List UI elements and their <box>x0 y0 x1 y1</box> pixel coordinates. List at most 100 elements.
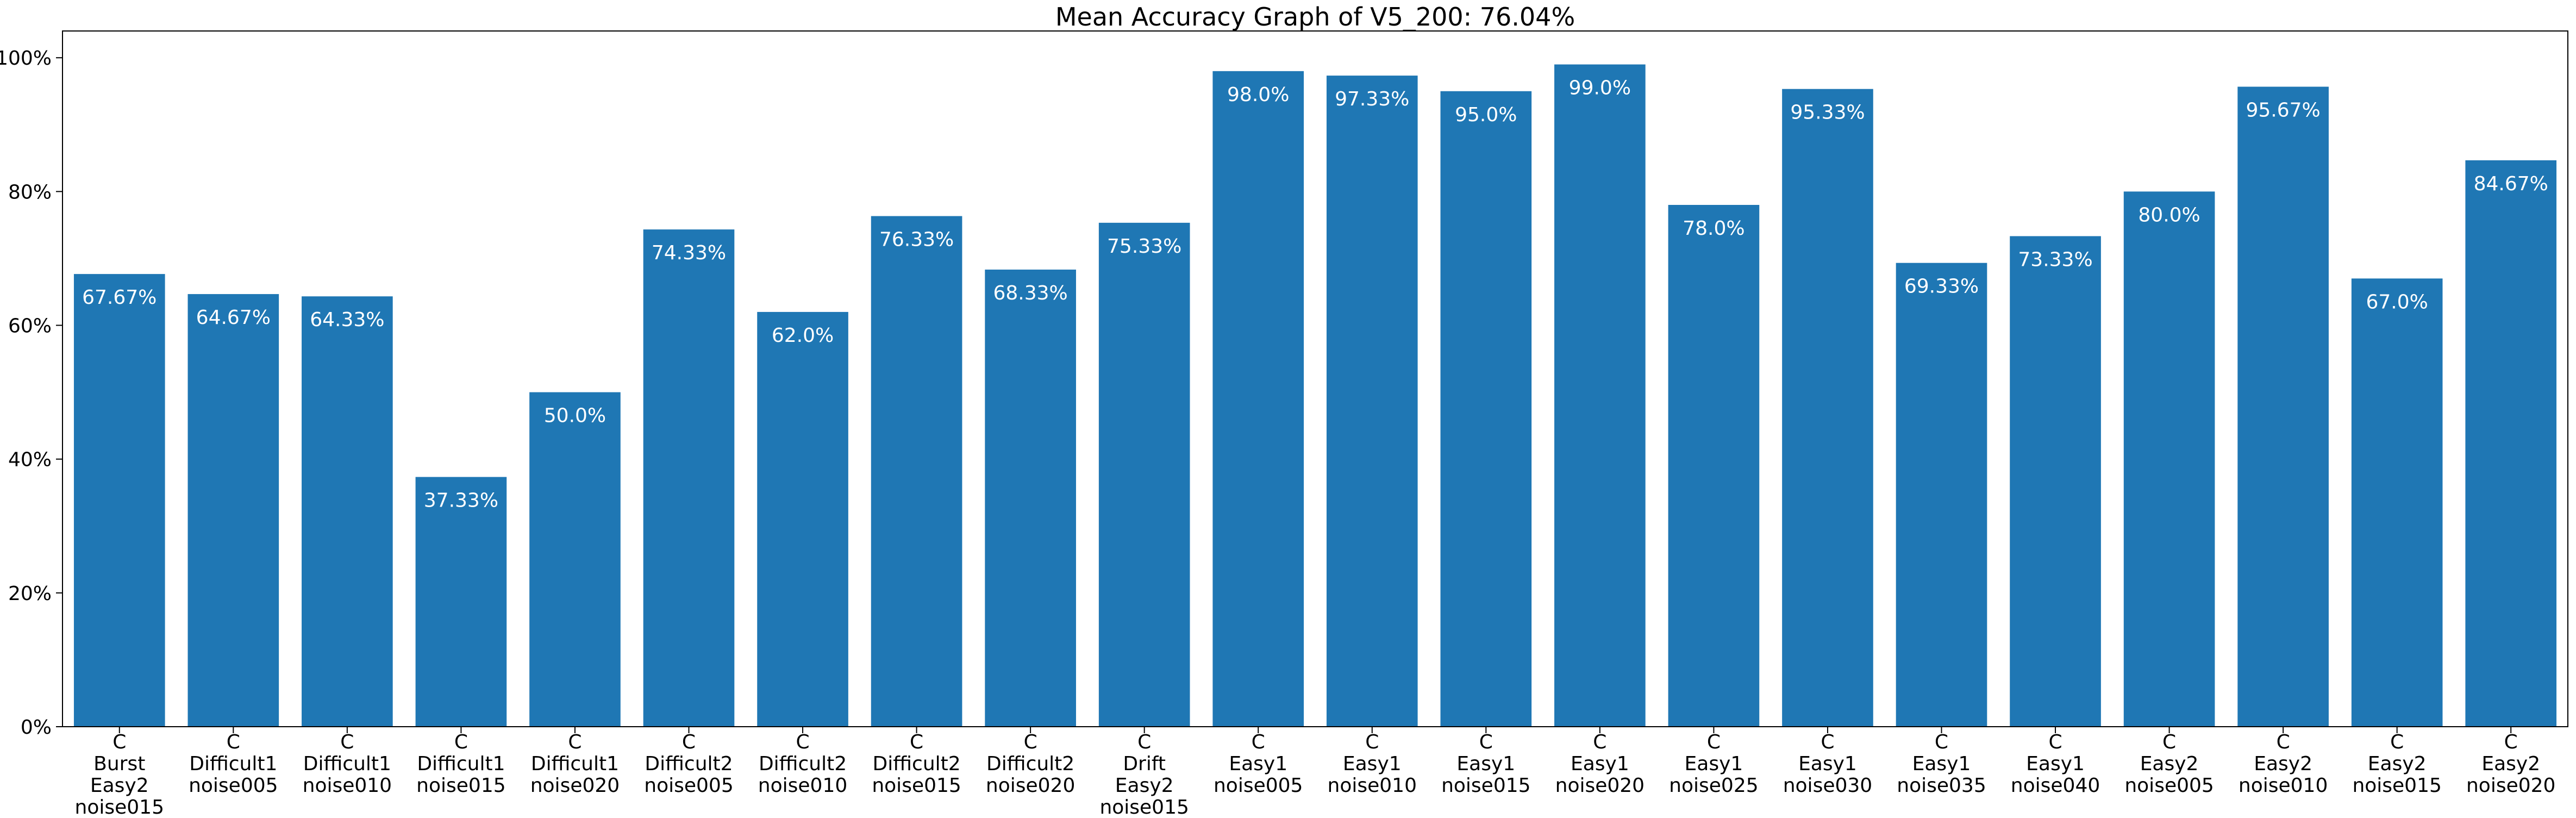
x-tick-label: C Easy1 noise040 <box>2011 731 2100 797</box>
x-tick-label-line: Easy1 <box>1456 753 1515 775</box>
y-tick-label: 40% <box>8 449 52 471</box>
x-tick-label-line: noise005 <box>644 775 733 797</box>
x-tick-label-line: Difficult1 <box>189 753 277 775</box>
bar-value-label: 95.33% <box>1790 102 1865 124</box>
x-tick-label-line: C <box>2390 731 2404 753</box>
x-tick-label: C Burst Easy2 noise015 <box>75 731 164 815</box>
bar-value-label: 84.67% <box>2474 173 2548 195</box>
x-tick-label-line: Easy1 <box>1343 753 1402 775</box>
bar <box>187 294 279 727</box>
x-tick-label-line: noise015 <box>75 796 164 815</box>
x-tick-label: C Easy1 noise010 <box>1328 731 1417 797</box>
x-tick-label-line: noise005 <box>189 775 278 797</box>
x-tick-label: C Difficult2 noise015 <box>872 731 961 797</box>
bar-value-label: 67.67% <box>82 286 157 309</box>
bar <box>1440 91 1532 727</box>
bars-group <box>73 64 2557 727</box>
x-tick-label-line: C <box>340 731 354 753</box>
bar-value-label: 97.33% <box>1335 88 1409 110</box>
bar-value-label: 98.0% <box>1227 84 1289 106</box>
x-tick-label-line: noise010 <box>1328 775 1417 797</box>
bar-value-label: 99.0% <box>1569 77 1631 99</box>
bar-value-label: 50.0% <box>544 405 606 427</box>
x-tick-label-line: noise030 <box>1783 775 1872 797</box>
x-tick-label-line: noise015 <box>1441 775 1530 797</box>
bar-value-label: 64.33% <box>310 309 384 331</box>
y-axis: 0% 20% 40% 60% 80% 100% <box>0 47 62 739</box>
x-tick-label-line: C <box>1365 731 1379 753</box>
x-tick-label-line: Easy1 <box>1798 753 1857 775</box>
y-tick-label: 60% <box>8 315 52 338</box>
x-tick-label-line: C <box>682 731 696 753</box>
y-tick-label: 20% <box>8 583 52 605</box>
bar-value-label: 62.0% <box>772 324 834 347</box>
x-tick-label-line: Difficult2 <box>873 753 961 775</box>
bar <box>1896 263 1987 727</box>
bar <box>1326 76 1418 727</box>
x-tick-label-line: noise020 <box>1555 775 1645 797</box>
x-tick-label-line: Difficult1 <box>531 753 619 775</box>
x-tick-label-line: noise020 <box>2466 775 2555 797</box>
bar <box>529 392 621 727</box>
x-tick-label-line: C <box>2048 731 2062 753</box>
bar <box>643 229 735 727</box>
x-tick-label: C Easy1 noise005 <box>1214 731 1303 797</box>
bar-value-label: 74.33% <box>652 242 726 264</box>
x-tick-label-line: Difficult2 <box>986 753 1074 775</box>
x-tick-label-line: noise015 <box>416 775 505 797</box>
x-tick-label-line: noise010 <box>758 775 847 797</box>
x-tick-label-line: Easy1 <box>1912 753 1971 775</box>
x-tick-label-line: noise015 <box>872 775 961 797</box>
x-tick-label-line: C <box>1935 731 1948 753</box>
bar-value-label: 95.67% <box>2246 99 2320 122</box>
x-tick-label-line: C <box>568 731 582 753</box>
bar <box>2123 191 2215 727</box>
bar-value-label: 75.33% <box>1107 235 1181 258</box>
x-tick-label-line: Easy2 <box>2368 753 2427 775</box>
x-tick-label-line: C <box>1252 731 1265 753</box>
bar-value-label: 69.33% <box>1904 276 1979 298</box>
x-tick-label: C Easy1 noise030 <box>1783 731 1872 797</box>
bar <box>1554 64 1646 727</box>
x-tick-label-line: C <box>1593 731 1606 753</box>
bar <box>2351 278 2443 727</box>
x-tick-label-line: C <box>454 731 468 753</box>
bar <box>871 216 962 727</box>
bar <box>415 477 507 727</box>
x-tick-label-line: C <box>1137 731 1151 753</box>
x-tick-label-line: Easy2 <box>1115 775 1174 797</box>
x-tick-label-line: C <box>1707 731 1721 753</box>
x-tick-label-line: noise010 <box>2239 775 2328 797</box>
x-tick-label-line: noise040 <box>2011 775 2100 797</box>
x-tick-label-line: C <box>227 731 240 753</box>
x-tick-label: C Difficult1 noise015 <box>416 731 505 797</box>
x-tick-label-line: Difficult2 <box>645 753 733 775</box>
x-tick-label-line: Burst <box>93 753 145 775</box>
chart-title: Mean Accuracy Graph of V5_200: 76.04% <box>1055 2 1575 32</box>
x-tick-label-line: Difficult1 <box>303 753 391 775</box>
x-tick-label: C Easy1 noise015 <box>1441 731 1530 797</box>
bar <box>1212 71 1304 727</box>
y-tick-label: 0% <box>21 716 52 739</box>
bar <box>2237 86 2329 727</box>
x-tick-label-line: C <box>2162 731 2176 753</box>
x-tick-label: C Easy2 noise010 <box>2239 731 2328 797</box>
x-tick-label: C Difficult2 noise010 <box>758 731 847 797</box>
bar <box>2465 160 2557 727</box>
x-tick-label: C Difficult2 noise005 <box>644 731 733 797</box>
x-tick-label: C Easy2 noise005 <box>2124 731 2214 797</box>
x-tick-label: C Difficult1 noise005 <box>189 731 278 797</box>
x-tick-label-line: noise005 <box>2124 775 2214 797</box>
x-tick-label-line: C <box>1479 731 1493 753</box>
x-tick-label-line: noise010 <box>303 775 392 797</box>
y-tick-label: 100% <box>0 47 52 70</box>
x-tick-label-line: C <box>1821 731 1834 753</box>
x-tick-label-line: Easy1 <box>1685 753 1743 775</box>
x-tick-label: C Easy1 noise020 <box>1555 731 1645 797</box>
x-tick-label-line: Easy2 <box>2481 753 2540 775</box>
bar-value-label: 68.33% <box>993 282 1067 304</box>
plot-area-frame <box>62 30 2568 727</box>
